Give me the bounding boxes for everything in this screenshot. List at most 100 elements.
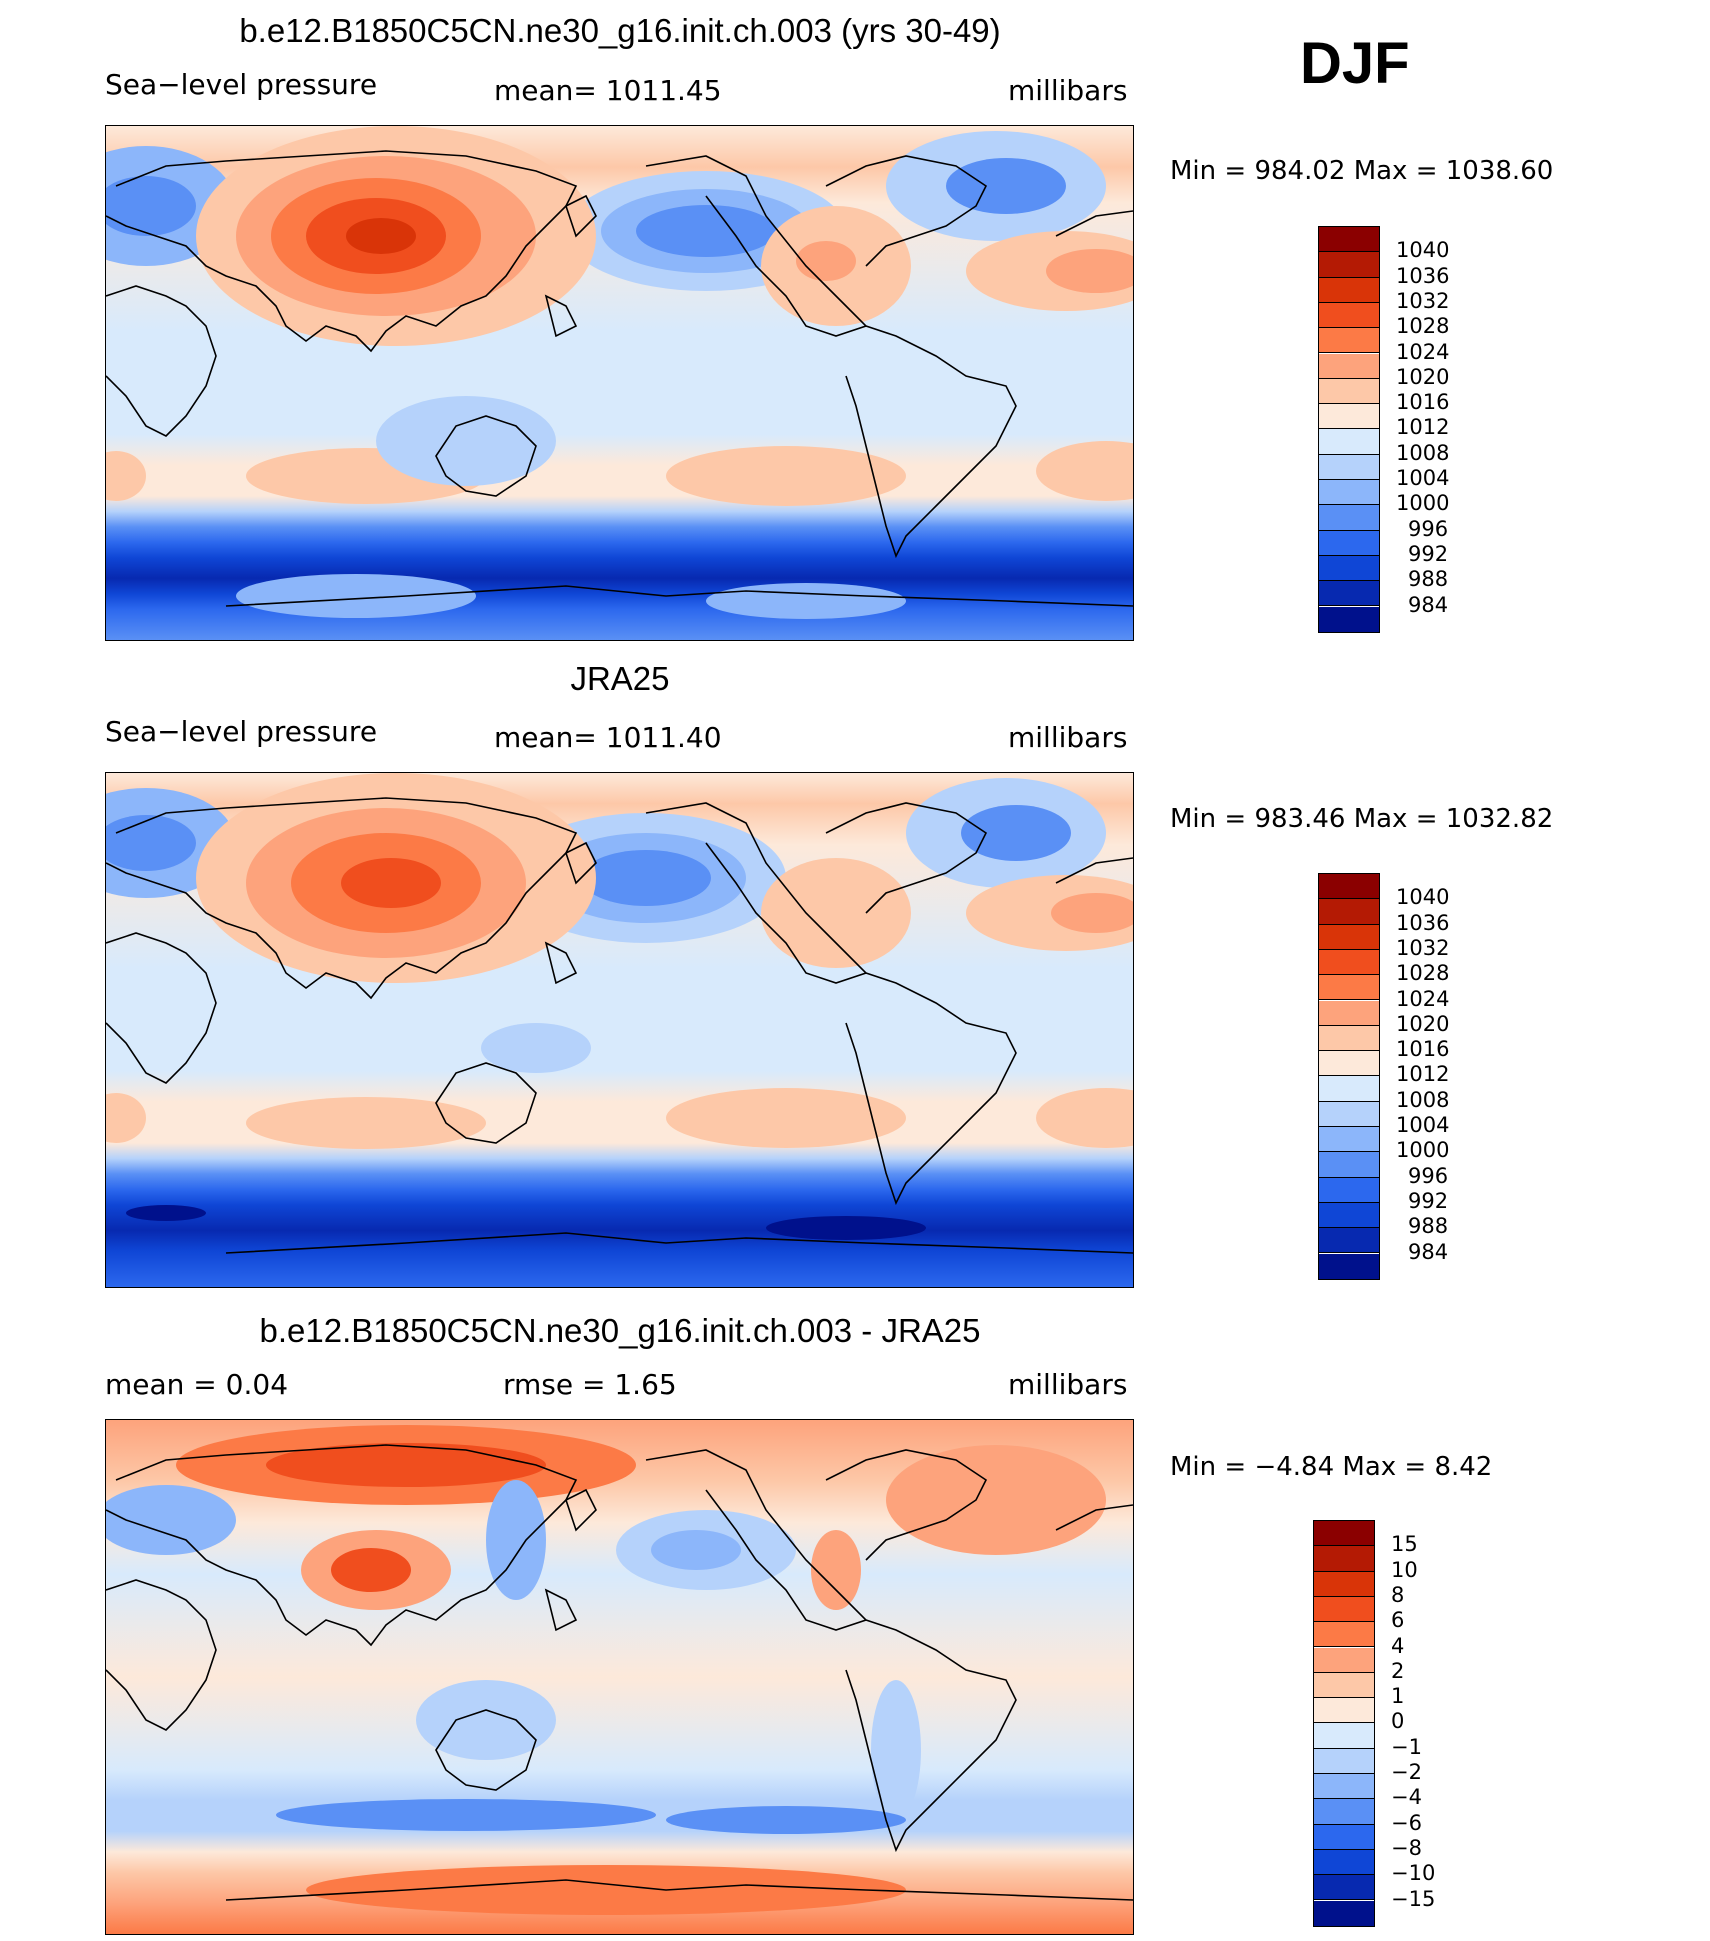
panel-1-map (105, 125, 1134, 641)
colorbar-level-label: 996 (1408, 516, 1449, 541)
colorbar-level-label: 1036 (1396, 910, 1450, 935)
colorbar-swatch (1319, 454, 1379, 480)
colorbar-swatch (1314, 1799, 1374, 1825)
panel-1-contour-field (106, 126, 1133, 640)
colorbar-swatch (1319, 227, 1379, 253)
colorbar-level-label: 15 (1391, 1532, 1418, 1557)
colorbar-swatch (1314, 1774, 1374, 1800)
colorbar-level-label: 992 (1408, 1188, 1449, 1213)
colorbar-level-label: 0 (1391, 1709, 1405, 1734)
panel-2-map (105, 772, 1134, 1288)
colorbar-level-label: 1012 (1396, 1062, 1450, 1087)
colorbar-swatch (1314, 1723, 1374, 1749)
colorbar-level-label: −15 (1391, 1886, 1436, 1911)
colorbar-swatch (1314, 1698, 1374, 1724)
colorbar-swatch (1319, 328, 1379, 354)
colorbar-swatch (1314, 1849, 1374, 1876)
colorbar-swatch (1319, 277, 1379, 303)
colorbar-level-label: 10 (1391, 1557, 1418, 1582)
colorbar-swatch (1319, 899, 1379, 925)
colorbar-level-label: 6 (1391, 1608, 1405, 1633)
colorbar-level-label: 984 (1408, 1239, 1449, 1264)
colorbar-level-label: 1020 (1396, 364, 1450, 389)
colorbar-level-label: 1000 (1396, 491, 1450, 516)
colorbar-swatch (1314, 1521, 1374, 1547)
colorbar-swatch (1319, 1177, 1379, 1203)
panel-2-title: JRA25 (570, 660, 670, 697)
panel-3-minmax: Min = −4.84 Max = 8.42 (1170, 1452, 1493, 1482)
colorbar-swatch (1319, 1202, 1379, 1229)
colorbar-level-label: −8 (1391, 1835, 1422, 1860)
panel-2-variable-label: Sea−level pressure (105, 715, 378, 748)
colorbar-level-label: 984 (1408, 592, 1449, 617)
colorbar-swatch (1319, 429, 1379, 455)
colorbar-level-label: −6 (1391, 1810, 1422, 1835)
colorbar-swatch (1319, 505, 1379, 531)
colorbar-swatch (1319, 975, 1379, 1001)
colorbar-level-label: 1028 (1396, 961, 1450, 986)
colorbar-level-label: 1004 (1396, 1113, 1450, 1137)
colorbar-level-label: 1032 (1396, 935, 1450, 960)
colorbar-swatch (1314, 1596, 1374, 1623)
colorbar-swatch (1319, 302, 1379, 329)
colorbar-level-label: 1032 (1396, 288, 1450, 313)
colorbar-swatch (1319, 530, 1379, 556)
colorbar-level-label: 988 (1408, 1214, 1449, 1239)
colorbar-level-label: −1 (1391, 1734, 1422, 1759)
colorbar-swatch (1314, 1647, 1374, 1673)
colorbar-level-label: 8 (1391, 1582, 1405, 1607)
panel-2-minmax: Min = 983.46 Max = 1032.82 (1170, 804, 1554, 834)
colorbar-level-label: 1000 (1396, 1138, 1450, 1163)
colorbar-swatch (1319, 1000, 1379, 1026)
colorbar-level-label: 992 (1408, 541, 1449, 566)
colorbar-swatch (1319, 949, 1379, 976)
colorbar-box (1313, 1520, 1375, 1927)
panel-2-mean-label: mean= 1011.40 (494, 721, 722, 754)
colorbar-level-label: 4 (1391, 1633, 1405, 1658)
colorbar-level-label: 1036 (1396, 263, 1450, 288)
colorbar-swatch (1314, 1824, 1374, 1850)
panel-1-units-label: millibars (1008, 74, 1128, 107)
colorbar-swatch (1319, 252, 1379, 278)
colorbar-level-label: 988 (1408, 567, 1449, 592)
colorbar-level-label: 1 (1391, 1684, 1405, 1709)
colorbar-swatch (1319, 874, 1379, 900)
colorbar-swatch (1319, 1076, 1379, 1102)
colorbar-swatch (1314, 1571, 1374, 1597)
colorbar-level-label: 996 (1408, 1163, 1449, 1188)
colorbar-level-label: −2 (1391, 1760, 1422, 1784)
colorbar-level-label: 1040 (1396, 885, 1450, 910)
colorbar-swatch (1319, 378, 1379, 405)
colorbar-swatch (1319, 1101, 1379, 1127)
season-label: DJF (1300, 31, 1410, 96)
colorbar-swatch (1319, 1127, 1379, 1153)
colorbar-swatch (1314, 1546, 1374, 1572)
colorbar-level-label: −10 (1391, 1861, 1436, 1886)
panel-1-mean-label: mean= 1011.45 (494, 74, 722, 107)
colorbar-swatch (1314, 1875, 1374, 1901)
colorbar-swatch (1319, 1025, 1379, 1052)
colorbar-level-label: −4 (1391, 1785, 1422, 1810)
panel-3-map (105, 1419, 1134, 1935)
colorbar-level-label: 1024 (1396, 339, 1450, 364)
colorbar-level-label: 1020 (1396, 1011, 1450, 1036)
panel-1-minmax: Min = 984.02 Max = 1038.60 (1170, 156, 1554, 186)
colorbar-swatch (1314, 1900, 1374, 1926)
panel-2-contour-field (106, 773, 1133, 1287)
panel-2-units-label: millibars (1008, 721, 1128, 754)
colorbar-level-label: 1012 (1396, 415, 1450, 440)
colorbar-box (1318, 226, 1380, 633)
colorbar-swatch (1314, 1748, 1374, 1774)
colorbar-swatch (1319, 581, 1379, 607)
colorbar-level-label: 1008 (1396, 1087, 1450, 1112)
colorbar-swatch (1314, 1672, 1374, 1699)
colorbar-swatch (1314, 1622, 1374, 1648)
panel-3-rmse-label: rmse = 1.65 (503, 1368, 677, 1401)
colorbar-swatch (1319, 924, 1379, 950)
panel-3-units-label: millibars (1008, 1368, 1128, 1401)
colorbar-swatch (1319, 1152, 1379, 1178)
colorbar-level-label: 2 (1391, 1658, 1405, 1683)
colorbar-level-label: 1016 (1396, 1037, 1450, 1062)
panel-3-contour-field (106, 1420, 1133, 1934)
colorbar-level-label: 1028 (1396, 314, 1450, 339)
